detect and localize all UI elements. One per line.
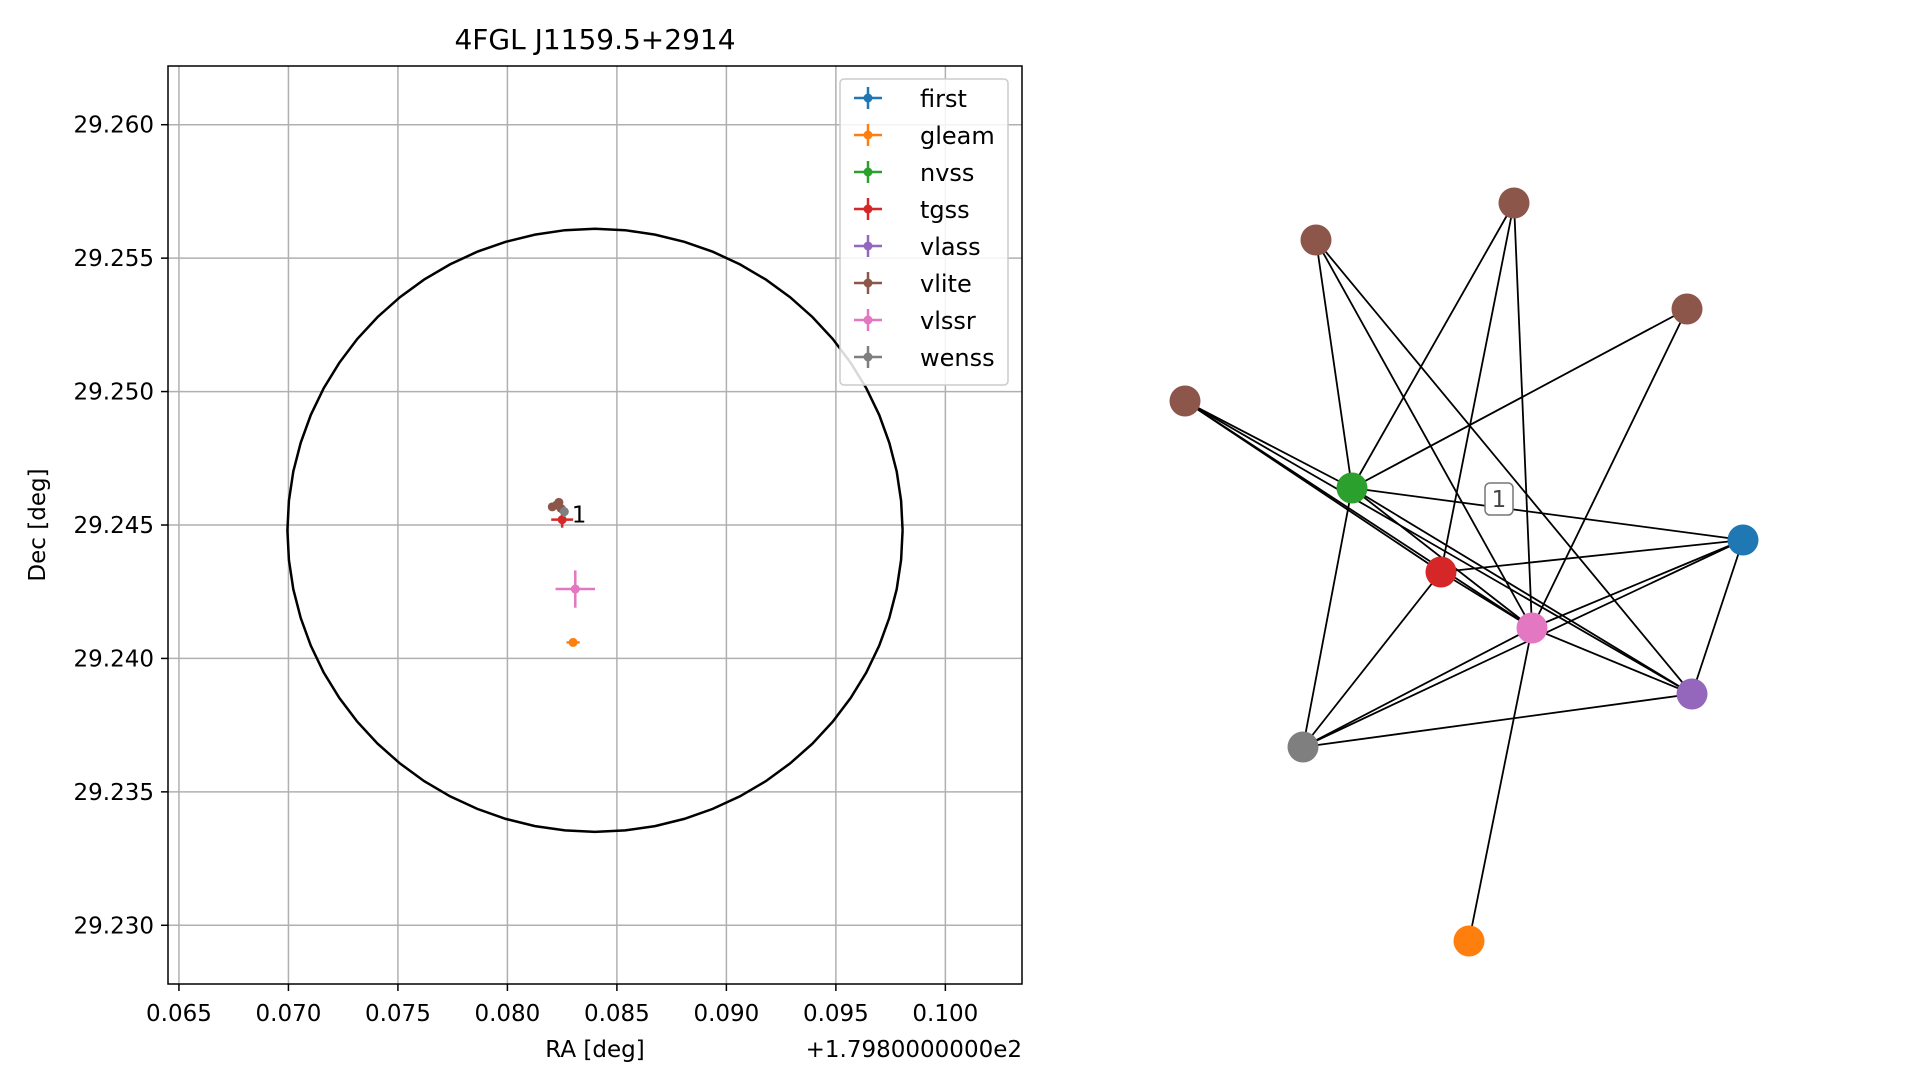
legend-item: vlssr	[854, 307, 976, 335]
graph-edge	[1351, 308, 1688, 489]
legend-item: vlass	[854, 233, 981, 261]
graph-edge	[1184, 400, 1693, 695]
graph-edge	[1691, 539, 1744, 695]
graph-node-first	[1727, 524, 1759, 556]
legend-label: vlssr	[920, 307, 976, 335]
edge-label-box	[1484, 482, 1514, 516]
graph-edges	[1184, 202, 1744, 942]
graph-edge	[1440, 571, 1533, 629]
legend-label: tgss	[920, 196, 970, 224]
graph-node-tgss	[1425, 556, 1457, 588]
x-tick-label: 0.065	[146, 1001, 212, 1027]
legend-label: first	[920, 85, 967, 113]
graph-node-vlite3	[1671, 293, 1703, 325]
graph-edge	[1315, 239, 1533, 629]
graph-edge	[1531, 308, 1688, 629]
graph-edge	[1302, 693, 1693, 748]
legend-item: vlite	[854, 270, 972, 298]
error-ellipse	[286, 227, 904, 834]
graph-edge	[1531, 627, 1693, 695]
graph-edge	[1302, 627, 1533, 748]
legend-label: vlite	[920, 270, 972, 298]
y-tick-label: 29.230	[74, 913, 154, 939]
graph-edge	[1184, 400, 1533, 629]
source-annotation: 1	[572, 502, 587, 528]
y-tick-label: 29.260	[74, 113, 154, 139]
y-tick-label: 29.250	[74, 380, 154, 406]
x-axis-offset-label: +1.7980000000e2	[806, 1037, 1022, 1063]
graph-node-vlssr	[1516, 612, 1548, 644]
legend-label: gleam	[920, 122, 995, 150]
graph-edge	[1351, 487, 1693, 695]
source-network-graph: 1	[1169, 187, 1759, 957]
graph-node-vlite1	[1300, 224, 1332, 256]
y-axis-ticks: 29.230 29.235 29.240 29.245 29.250 29.255 29.2…	[74, 113, 168, 939]
graph-edge	[1351, 202, 1515, 489]
sky-position-chart: 0.065 0.070 0.075 0.080 0.085 0.090 0.095 0.100…	[25, 23, 1023, 1063]
graph-node-vlite4	[1169, 385, 1201, 417]
graph-nodes	[1169, 187, 1759, 957]
point-wenss	[559, 506, 569, 517]
y-tick-label: 29.235	[74, 780, 154, 806]
graph-edge	[1315, 239, 1353, 489]
legend-item: tgss	[854, 196, 970, 224]
graph-edge	[1531, 539, 1744, 629]
graph-node-wenss	[1287, 731, 1319, 763]
data-points	[547, 497, 595, 647]
x-tick-label: 0.080	[474, 1001, 540, 1027]
edge-label-text: 1	[1492, 487, 1507, 513]
graph-edge	[1302, 539, 1744, 748]
graph-edge	[1351, 487, 1744, 541]
graph-edge	[1513, 202, 1533, 629]
legend-item: nvss	[854, 159, 974, 187]
legend-label: vlass	[920, 233, 981, 261]
legend-item: wenss	[854, 344, 995, 372]
graph-edge	[1302, 487, 1353, 748]
chart-title: 4FGL J1159.5+2914	[454, 23, 735, 56]
x-tick-label: 0.095	[803, 1001, 869, 1027]
y-axis-label: Dec [deg]	[25, 468, 51, 581]
graph-edge	[1184, 400, 1353, 489]
legend-item: first	[854, 85, 967, 113]
graph-node-vlite2	[1498, 187, 1530, 219]
error-circle	[286, 227, 904, 834]
y-tick-label: 29.240	[74, 646, 154, 672]
x-tick-label: 0.070	[256, 1001, 322, 1027]
graph-edge	[1468, 627, 1533, 942]
point-vlite	[554, 497, 564, 507]
x-tick-label: 0.100	[912, 1001, 978, 1027]
legend: first gleam nvss tgss vlass vlite vlssr wenss	[839, 78, 1009, 386]
graph-edge	[1302, 571, 1442, 748]
y-tick-label: 29.255	[74, 246, 154, 272]
x-axis-ticks: 0.065 0.070 0.075 0.080 0.085 0.090 0.095 0.100	[146, 984, 978, 1027]
x-tick-label: 0.090	[693, 1001, 759, 1027]
graph-node-gleam	[1453, 925, 1485, 957]
point-gleam	[566, 637, 580, 647]
graph-edge	[1315, 239, 1693, 695]
graph-node-nvss	[1336, 472, 1368, 504]
legend-item: gleam	[854, 122, 995, 150]
graph-edge	[1440, 539, 1744, 573]
graph-edge	[1440, 202, 1515, 573]
legend-box	[839, 78, 1009, 386]
x-tick-label: 0.075	[365, 1001, 431, 1027]
graph-node-vlass	[1676, 678, 1708, 710]
point-vlssr	[555, 570, 595, 608]
x-axis-label: RA [deg]	[545, 1037, 644, 1063]
legend-label: wenss	[920, 344, 995, 372]
legend-label: nvss	[920, 159, 974, 187]
y-tick-label: 29.245	[74, 513, 154, 539]
edge-label: 1	[1484, 482, 1514, 516]
x-tick-label: 0.085	[584, 1001, 650, 1027]
